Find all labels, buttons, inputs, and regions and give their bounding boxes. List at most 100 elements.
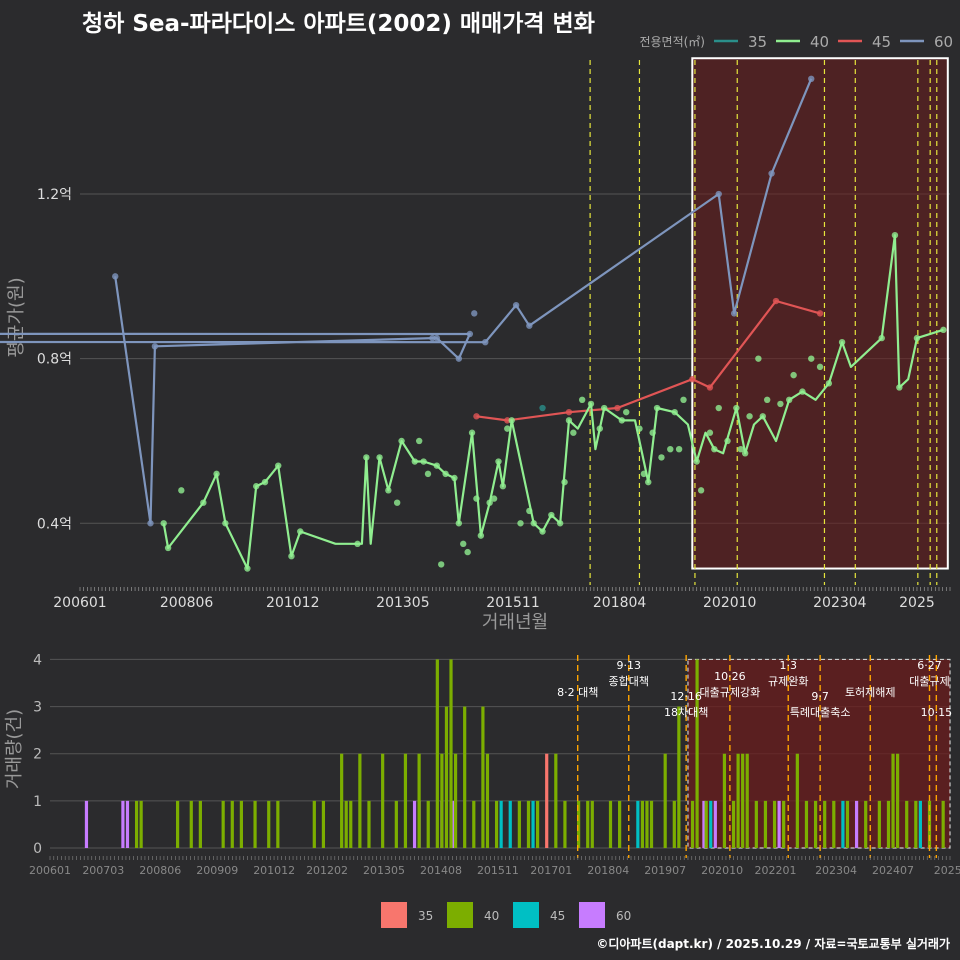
series-point-40 — [438, 561, 445, 568]
series-line-60 — [0, 78, 813, 525]
series-point-40 — [490, 495, 498, 502]
volume-bar-40 — [877, 800, 881, 848]
bar-x-tick-label: 201804 — [587, 864, 629, 877]
policy-date: 12·16 — [670, 690, 702, 703]
volume-bar-45 — [841, 800, 845, 848]
volume-bar-40 — [832, 800, 836, 848]
bar-legend-label-40: 40 — [484, 909, 499, 923]
volume-bar-40 — [444, 706, 449, 848]
x-tick-label: 200601 — [53, 595, 106, 611]
series-point-40 — [433, 462, 441, 469]
series-point-60 — [512, 301, 520, 309]
policy-date: 9·13 — [616, 659, 641, 672]
series-point-40 — [838, 338, 846, 346]
series-point-40 — [671, 408, 678, 416]
footer-credit: ©디아파트(dapt.kr) / 2025.10.29 / 자료=국토교통부 실… — [596, 937, 950, 951]
volume-bar-40 — [704, 800, 708, 848]
series-point-40 — [816, 363, 824, 371]
x-tick-label: 202304 — [813, 595, 867, 611]
volume-bar-45 — [508, 800, 512, 848]
legend-label-40: 40 — [810, 33, 829, 51]
volume-bar-40 — [563, 800, 567, 848]
bar-y-tick-label: 0 — [33, 841, 42, 857]
volume-bar-40 — [221, 800, 225, 848]
volume-bar-40 — [741, 753, 745, 848]
volume-bar-40 — [722, 753, 727, 848]
series-point-40 — [711, 445, 718, 453]
bar-x-tick-label: 200909 — [196, 864, 238, 877]
volume-bar-40 — [189, 800, 193, 848]
volume-bar-40 — [941, 800, 945, 848]
series-point-60 — [147, 520, 154, 527]
price-legend: 전용면적(㎡) 35 40 45 60 — [639, 33, 953, 51]
volume-bar-40 — [823, 800, 827, 848]
series-point-45 — [689, 376, 696, 383]
volume-plot: 0 1 2 3 4 8·2 대책 9·13 종합대책 12·16 18차대책 10·26 대출규제강화… — [4, 652, 960, 877]
series-point-60 — [482, 338, 489, 346]
series-point-40 — [297, 528, 304, 535]
volume-bar-60 — [702, 800, 706, 848]
volume-bar-40 — [403, 753, 408, 848]
series-point-40 — [363, 454, 370, 461]
series-point-40 — [460, 540, 467, 548]
volume-bar-40 — [554, 753, 558, 848]
series-point-40 — [275, 462, 282, 469]
series-point-40 — [658, 454, 665, 461]
volume-bar-40 — [590, 800, 594, 848]
volume-bar-40 — [618, 800, 622, 848]
series-point-40 — [733, 404, 740, 412]
volume-bar-40 — [276, 800, 280, 848]
volume-bar-40 — [472, 800, 476, 848]
series-point-40 — [799, 388, 806, 395]
x-tick-label: 201305 — [376, 595, 429, 611]
bar-x-tick-label: 201701 — [530, 864, 572, 877]
volume-bar-40 — [517, 800, 521, 848]
volume-bar-40 — [535, 800, 540, 848]
bar-x-tick-label: 202201 — [754, 864, 796, 877]
series-point-40 — [587, 400, 595, 408]
series-point-40 — [645, 478, 652, 486]
series-point-60 — [715, 190, 722, 198]
series-point-40 — [468, 429, 476, 436]
volume-bar-40 — [198, 800, 202, 848]
series-point-40 — [442, 470, 449, 478]
series-point-40 — [288, 552, 295, 560]
series-point-40 — [178, 487, 185, 494]
series-point-40 — [786, 396, 793, 404]
volume-bar-40 — [577, 800, 581, 848]
volume-bar-40 — [886, 800, 891, 848]
series-point-60 — [112, 273, 119, 280]
series-point-40 — [940, 326, 947, 334]
series-point-40 — [636, 425, 643, 432]
bar-x-tick-label: 2025 — [934, 864, 960, 877]
policy-label: 종합대책 — [608, 675, 648, 688]
volume-bar-40 — [453, 753, 458, 848]
series-point-40 — [548, 511, 555, 519]
bar-x-tick-label: 201511 — [477, 864, 519, 877]
volume-bar-40 — [813, 800, 818, 848]
y-tick-label: 0.8억 — [37, 352, 72, 368]
series-point-40 — [526, 507, 533, 515]
series-point-40 — [244, 565, 251, 572]
series-point-40 — [376, 454, 383, 461]
volume-bar-60 — [125, 800, 130, 848]
policy-date: 1·3 — [779, 659, 797, 672]
volume-bar-45 — [636, 800, 640, 848]
volume-bar-60 — [412, 800, 417, 848]
series-point-40 — [495, 458, 502, 465]
volume-bar-40 — [394, 800, 398, 848]
bar-legend-label-45: 45 — [550, 909, 565, 923]
volume-bar-40 — [763, 800, 768, 848]
bar-x-tick-label: 201012 — [253, 864, 295, 877]
series-point-40 — [486, 499, 493, 506]
series-point-60 — [730, 310, 738, 317]
series-point-40 — [477, 532, 485, 539]
series-point-60 — [526, 322, 533, 329]
series-point-40 — [200, 499, 207, 506]
bar-legend-key-35 — [381, 902, 407, 928]
volume-bar-60 — [84, 800, 89, 848]
series-point-40 — [261, 478, 269, 486]
series-point-40 — [455, 520, 463, 527]
volume-bar-45 — [709, 800, 713, 848]
